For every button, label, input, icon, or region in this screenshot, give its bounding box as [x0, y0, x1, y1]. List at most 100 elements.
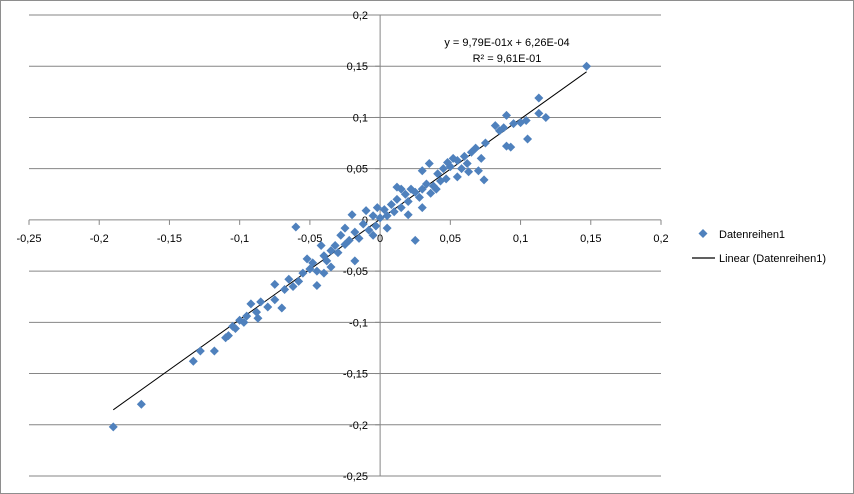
data-point: [523, 134, 533, 144]
data-point: [188, 356, 198, 366]
data-point: [347, 210, 357, 220]
data-point: [368, 211, 378, 221]
data-point: [403, 196, 413, 206]
data-point: [368, 230, 378, 240]
data-point: [316, 241, 326, 250]
y-tick-label: -0,15: [343, 369, 368, 381]
data-point: [462, 159, 472, 169]
data-point: [372, 203, 382, 213]
data-point: [302, 254, 312, 264]
data-point: [389, 207, 399, 217]
data-point: [534, 108, 544, 118]
data-point: [534, 93, 544, 103]
data-point: [354, 233, 364, 243]
data-point: [480, 138, 490, 148]
data-point: [209, 346, 219, 356]
data-point: [221, 333, 231, 343]
data-point: [361, 206, 371, 216]
data-point: [319, 268, 329, 278]
data-point: [436, 176, 446, 186]
data-point: [392, 182, 402, 192]
x-tick-label: -0,25: [16, 233, 41, 245]
data-point: [350, 256, 360, 266]
data-points: [108, 61, 592, 432]
x-tick-label: -0,1: [230, 233, 249, 245]
legend-label-trendline: Linear (Datenreihen1): [719, 253, 826, 265]
data-point: [253, 313, 263, 323]
x-tick-label: -0,2: [90, 233, 109, 245]
gridlines: [29, 14, 661, 477]
x-tick-label: 0,2: [653, 233, 668, 245]
data-point: [350, 227, 360, 237]
data-point: [319, 251, 329, 261]
data-point: [426, 188, 436, 198]
data-point: [305, 264, 315, 274]
data-point: [108, 422, 118, 432]
axes: [28, 14, 662, 477]
data-point: [403, 210, 413, 220]
y-tick-label: -0,2: [349, 420, 368, 432]
data-point: [433, 169, 443, 179]
data-point: [457, 164, 467, 174]
y-tick-label: 0,2: [353, 10, 368, 22]
data-point: [417, 184, 427, 194]
data-point: [473, 166, 483, 176]
data-point: [499, 123, 509, 133]
data-point: [452, 172, 462, 182]
data-point: [417, 166, 427, 176]
data-point: [326, 262, 336, 272]
data-point: [288, 281, 298, 291]
data-point: [371, 221, 381, 231]
data-point: [270, 279, 280, 289]
legend-marker-diamond: [698, 229, 708, 238]
y-tick-label: -0,25: [343, 471, 368, 483]
data-point: [379, 205, 389, 215]
data-point: [333, 248, 343, 258]
data-point: [280, 285, 290, 295]
tick-labels: -0,25 -0,2 -0,15 -0,1 -0,05 0 0,05 0,1 0,15 0,2 -0…: [16, 10, 668, 483]
data-point: [417, 203, 427, 213]
x-tick-label: 0,05: [440, 233, 461, 245]
data-point: [392, 194, 402, 204]
data-point: [509, 119, 519, 129]
x-tick-label: -0,05: [297, 233, 322, 245]
data-point: [479, 175, 489, 185]
y-tick-label: -0,1: [349, 317, 368, 329]
y-tick-label: 0,05: [347, 164, 368, 176]
data-point: [358, 219, 368, 229]
x-tick-label: 0: [377, 233, 383, 245]
data-point: [448, 153, 458, 163]
x-tick-label: 0,1: [513, 233, 528, 245]
x-tick-label: -0,15: [157, 233, 182, 245]
data-point: [312, 266, 322, 276]
data-point: [443, 158, 453, 168]
data-point: [340, 223, 350, 233]
y-tick-label: 0: [362, 215, 368, 227]
data-point: [438, 164, 448, 174]
data-point: [459, 151, 469, 161]
data-point: [382, 223, 392, 233]
data-point: [502, 141, 512, 151]
y-tick-label: -0,05: [343, 266, 368, 278]
data-point: [312, 280, 322, 290]
data-point: [340, 239, 350, 249]
data-point: [235, 315, 245, 325]
data-point: [330, 241, 340, 250]
data-point: [541, 112, 551, 122]
data-point: [421, 179, 431, 189]
trendline-r2: R² = 9,61E-01: [473, 53, 542, 65]
data-point: [326, 246, 336, 256]
data-point: [431, 184, 441, 194]
trendline-equation: y = 9,79E-01x + 6,26E-04: [444, 37, 569, 49]
data-point: [410, 235, 420, 245]
data-point: [424, 159, 434, 169]
data-point: [400, 189, 410, 199]
data-point: [256, 297, 266, 307]
data-point: [464, 167, 474, 177]
data-point: [270, 295, 280, 305]
data-point: [490, 121, 500, 131]
data-point: [582, 61, 592, 71]
data-point: [263, 302, 273, 312]
data-point: [284, 274, 294, 284]
y-tick-label: 0,15: [347, 61, 368, 73]
